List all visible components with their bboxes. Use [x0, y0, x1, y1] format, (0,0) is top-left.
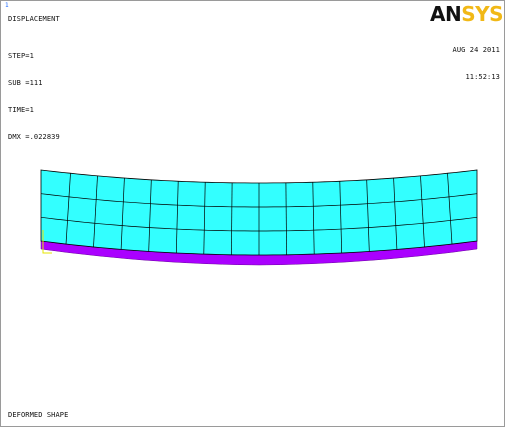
time-stamp-label: 11:52:13	[465, 73, 500, 81]
date-label: AUG 24 2011	[452, 46, 500, 54]
mesh-column-line	[312, 182, 315, 255]
mesh-column-line	[203, 182, 206, 255]
mesh-column-line	[65, 172, 71, 245]
logo-part-sys: SYS	[461, 2, 503, 26]
date-time-stamp: AUG 24 2011 11:52:13	[453, 28, 500, 100]
time-label: TIME=1	[8, 106, 34, 114]
mesh-column-line	[120, 177, 125, 250]
mesh-column-line	[231, 182, 233, 255]
mesh-column-line	[420, 175, 425, 248]
mesh-column-line	[393, 177, 398, 250]
mesh-column-line	[366, 179, 370, 252]
logo-part-an: AN	[429, 2, 462, 26]
mesh-column-line	[285, 182, 287, 255]
mesh-column-line	[148, 179, 152, 252]
result-info: STEP=1 SUB =111 TIME=1 DMX =.022839	[8, 34, 60, 160]
window-number: 1	[5, 2, 9, 9]
dmx-label: DMX =.022839	[8, 133, 60, 141]
ansys-logo: ANSYS	[429, 2, 504, 26]
plot-footer: DEFORMED SHAPE	[8, 411, 69, 419]
mesh-column-line	[447, 172, 453, 245]
mesh-column-line	[175, 181, 179, 254]
plot-title: DISPLACEMENT	[8, 15, 60, 23]
mesh-column-line	[93, 175, 98, 248]
substep-label: SUB =111	[8, 79, 43, 87]
triad-marker	[42, 230, 52, 254]
step-label: STEP=1	[8, 52, 34, 60]
mesh-column-line	[339, 181, 343, 254]
